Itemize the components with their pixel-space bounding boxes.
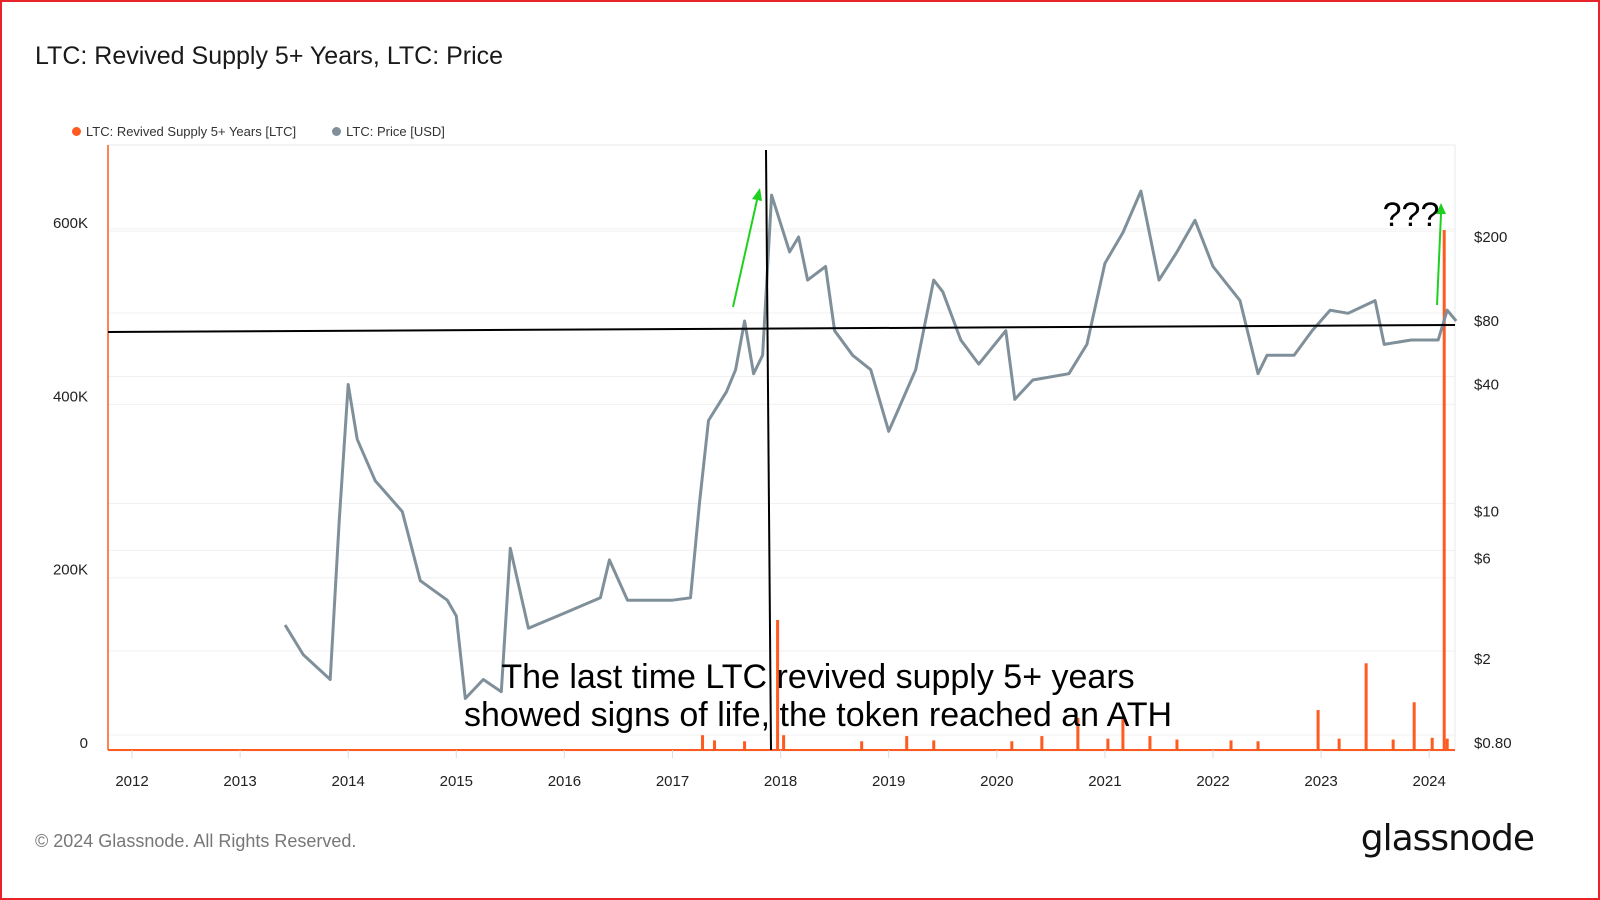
price-dot-icon bbox=[332, 127, 342, 136]
x-tick-label: 2015 bbox=[440, 773, 473, 790]
y-right-tick-label: $6 bbox=[1474, 550, 1491, 567]
chart-title: LTC: Revived Supply 5+ Years, LTC: Price bbox=[35, 42, 504, 70]
arrow-head-icon bbox=[1436, 203, 1446, 214]
supply-bar bbox=[1364, 663, 1368, 750]
y-left-tick-label: 600K bbox=[53, 215, 88, 232]
supply-bar bbox=[1391, 739, 1395, 750]
annotation-question: ??? bbox=[1383, 196, 1440, 234]
supply-bar bbox=[1430, 737, 1434, 750]
x-tick-label: 2022 bbox=[1196, 773, 1229, 790]
x-tick-label: 2021 bbox=[1088, 773, 1121, 790]
supply-bar bbox=[776, 619, 780, 750]
supply-bar bbox=[1175, 739, 1179, 750]
green-arrow-2 bbox=[1436, 213, 1442, 306]
y-right-tick-label: $0.80 bbox=[1474, 735, 1512, 752]
supply-bar bbox=[713, 740, 717, 750]
y-right-tick-label: $40 bbox=[1474, 377, 1499, 394]
x-tick-label: 2017 bbox=[656, 773, 689, 790]
y-right-tick-label: $200 bbox=[1474, 229, 1507, 246]
x-tick-label: 2024 bbox=[1413, 773, 1446, 790]
supply-bar bbox=[905, 736, 909, 750]
supply-bar bbox=[701, 735, 705, 750]
annotation-vertical-line bbox=[765, 149, 772, 751]
supply-bar bbox=[1010, 741, 1014, 750]
x-tick-label: 2016 bbox=[548, 773, 581, 790]
legend-item-price[interactable]: LTC: Price [USD] bbox=[332, 124, 445, 139]
y-right-tick-label: $80 bbox=[1474, 313, 1499, 330]
legend-label-price: LTC: Price [USD] bbox=[346, 124, 445, 139]
y-right-tick-label: $2 bbox=[1474, 651, 1491, 668]
supply-dot-icon bbox=[72, 127, 81, 136]
x-tick-label: 2020 bbox=[980, 773, 1013, 790]
x-tick-label: 2014 bbox=[332, 773, 365, 790]
x-tick-label: 2013 bbox=[223, 773, 256, 790]
supply-bar bbox=[1442, 230, 1446, 751]
supply-bar bbox=[1316, 710, 1320, 750]
y-right-tick-label: $10 bbox=[1474, 504, 1499, 521]
legend-item-supply[interactable]: LTC: Revived Supply 5+ Years [LTC] bbox=[72, 124, 296, 139]
supply-bar bbox=[1121, 717, 1125, 750]
annotation-text-line1: The last time LTC revived supply 5+ year… bbox=[501, 658, 1134, 696]
legend: LTC: Revived Supply 5+ Years [LTC] LTC: … bbox=[72, 124, 445, 139]
annotation-horizontal-line bbox=[107, 324, 1456, 333]
price-line bbox=[283, 189, 1458, 700]
x-tick-label: 2018 bbox=[764, 773, 797, 790]
supply-bar bbox=[1148, 736, 1152, 750]
green-arrow-1 bbox=[732, 199, 758, 308]
supply-bar bbox=[1040, 736, 1044, 750]
supply-bar bbox=[1445, 738, 1449, 750]
supply-bar bbox=[932, 740, 936, 750]
supply-bar bbox=[743, 741, 747, 750]
y-left-tick-label: 0 bbox=[80, 735, 88, 752]
supply-bar bbox=[782, 735, 786, 750]
glassnode-logo: glassnode bbox=[1360, 818, 1535, 859]
x-tick-label: 2012 bbox=[115, 773, 148, 790]
supply-bar bbox=[860, 741, 864, 750]
supply-bar bbox=[1229, 740, 1233, 750]
arrow-head-icon bbox=[752, 188, 762, 201]
y-left-tick-label: 400K bbox=[53, 388, 88, 405]
legend-label-supply: LTC: Revived Supply 5+ Years [LTC] bbox=[86, 124, 297, 139]
y-left-tick-label: 200K bbox=[53, 562, 88, 579]
copyright: © 2024 Glassnode. All Rights Reserved. bbox=[35, 831, 357, 851]
supply-bar bbox=[1106, 738, 1110, 750]
supply-bar bbox=[1412, 702, 1416, 750]
supply-bar bbox=[1337, 738, 1341, 750]
x-tick-label: 2019 bbox=[872, 773, 905, 790]
supply-bar bbox=[1256, 741, 1260, 750]
annotation-text-line2: showed signs of life, the token reached … bbox=[464, 696, 1172, 734]
x-tick-label: 2023 bbox=[1304, 773, 1337, 790]
supply-bar bbox=[1076, 717, 1080, 750]
